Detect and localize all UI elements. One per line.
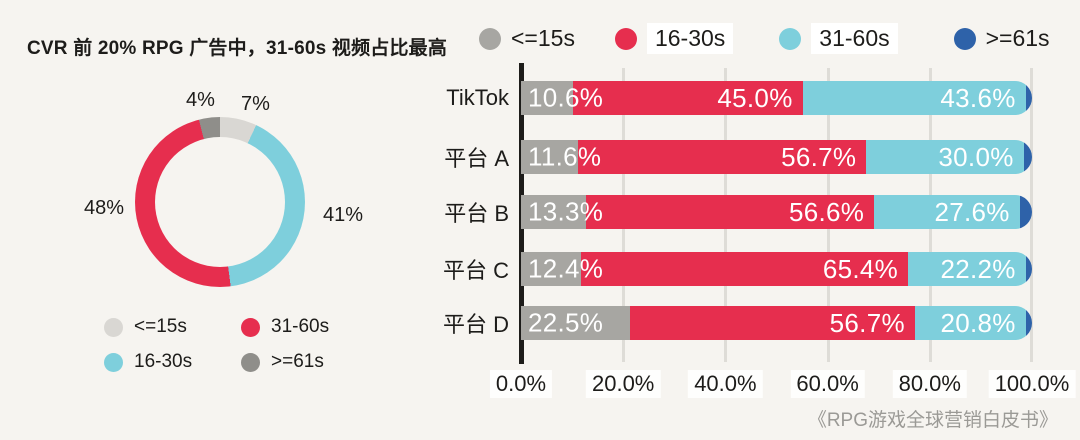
bar-legend: <=15s 16-30s 31-60s >=61s bbox=[479, 23, 1050, 54]
donut-legend-item-s16-30: 16-30s bbox=[104, 351, 241, 373]
row-label: 平台 B bbox=[444, 201, 509, 226]
row-label: 平台 C bbox=[442, 258, 509, 283]
bar-segment-le15: 10.6% bbox=[521, 81, 603, 115]
legend-dot-icon bbox=[953, 27, 976, 50]
bar-legend-item-s16-30: 16-30s bbox=[614, 23, 734, 54]
x-tick-100: 100.0% bbox=[988, 370, 1076, 398]
segment-value-label: 43.6% bbox=[940, 82, 1016, 113]
bar-segment-s16-30: 56.7% bbox=[630, 306, 915, 340]
segment-value-label: 20.8% bbox=[940, 307, 1016, 338]
x-tick-20: 20.0% bbox=[585, 370, 661, 398]
legend-dot-icon bbox=[779, 27, 802, 50]
segment-value-label: 12.4% bbox=[528, 253, 604, 284]
bar-segment-ge61 bbox=[1025, 252, 1032, 286]
legend-dot-icon bbox=[104, 317, 123, 337]
stacked-bar: 11.6% 56.7% 30.0% bbox=[521, 140, 1032, 174]
segment-value-label: 56.7% bbox=[781, 141, 857, 172]
donut-callout-le15: 7% bbox=[241, 93, 270, 115]
bar-row-platform-a: 平台 A 11.6% 56.7% 30.0% bbox=[444, 140, 1032, 174]
bar-segment-le15: 22.5% bbox=[521, 306, 631, 340]
bar-segment-ge61 bbox=[1023, 140, 1032, 174]
bar-legend-label: 16-30s bbox=[646, 23, 734, 54]
donut-legend: <=15s 31-60s 16-30s >=61s bbox=[104, 316, 329, 373]
bar-plot-area: TikTok 10.6% 45.0% 43.6% 平台 A 11.6% 56.7… bbox=[443, 63, 1076, 398]
segment-value-label: 56.6% bbox=[788, 196, 865, 227]
legend-dot-icon bbox=[614, 27, 637, 50]
donut-legend-item-s31-60: 31-60s bbox=[241, 316, 329, 338]
donut-callout-s31-60: 48% bbox=[84, 197, 125, 219]
donut-chart-title: CVR 前 20% RPG 广告中，31-60s 视频占比最高 bbox=[27, 38, 448, 59]
bar-legend-label: >=61s bbox=[985, 25, 1050, 51]
bar-segment-ge61 bbox=[1025, 306, 1032, 340]
bar-segment-ge61 bbox=[1025, 81, 1032, 115]
stacked-bar: 22.5% 56.7% 20.8% bbox=[521, 306, 1032, 340]
bar-segment-s31-60: 30.0% bbox=[866, 140, 1024, 174]
bar-segment-s16-30: 56.6% bbox=[586, 195, 875, 229]
x-tick-40: 40.0% bbox=[688, 370, 763, 398]
bar-segment-s16-30: 65.4% bbox=[581, 252, 909, 286]
row-label: 平台 D bbox=[442, 312, 509, 337]
donut-legend-item-le15: <=15s bbox=[104, 316, 241, 338]
bar-legend-item-ge61: >=61s bbox=[953, 25, 1050, 52]
bar-row-tiktok: TikTok 10.6% 45.0% 43.6% bbox=[446, 81, 1032, 115]
donut-legend-label: 16-30s bbox=[134, 351, 193, 372]
donut-chart bbox=[135, 117, 305, 287]
segment-value-label: 11.6% bbox=[528, 141, 602, 172]
segment-value-label: 27.6% bbox=[934, 196, 1010, 227]
segment-value-label: 13.3% bbox=[528, 196, 604, 227]
source-caption: 《RPG游戏全球营销白皮书》 bbox=[807, 410, 1058, 431]
x-tick-0: 0.0% bbox=[489, 370, 553, 398]
segment-value-label: 22.5% bbox=[528, 307, 604, 338]
donut-legend-item-ge61: >=61s bbox=[241, 351, 329, 373]
x-tick-80: 80.0% bbox=[892, 370, 967, 398]
donut-callout-ge61: 4% bbox=[186, 89, 215, 111]
bar-row-platform-b: 平台 B 13.3% 56.6% 27.6% bbox=[444, 195, 1032, 229]
donut-legend-label: 31-60s bbox=[271, 316, 330, 337]
donut-callout-s16-30: 41% bbox=[323, 204, 364, 226]
x-tick-60: 60.0% bbox=[790, 370, 865, 398]
segment-value-label: 10.6% bbox=[528, 82, 604, 113]
segment-value-label: 45.0% bbox=[717, 82, 793, 113]
bar-segment-ge61 bbox=[1019, 195, 1032, 229]
stacked-bar: 13.3% 56.6% 27.6% bbox=[521, 195, 1032, 229]
legend-dot-icon bbox=[104, 352, 123, 372]
bar-legend-item-s31-60: 31-60s bbox=[779, 23, 898, 54]
row-label: TikTok bbox=[446, 85, 509, 110]
bar-segment-s31-60: 43.6% bbox=[802, 81, 1026, 115]
legend-dot-icon bbox=[479, 27, 501, 50]
stacked-bar: 12.4% 65.4% 22.2% bbox=[521, 252, 1032, 286]
bar-legend-label: <=15s bbox=[511, 25, 575, 51]
bar-legend-item-le15: <=15s bbox=[479, 25, 575, 52]
bar-segment-s31-60: 20.8% bbox=[914, 306, 1026, 340]
stacked-bar: 10.6% 45.0% 43.6% bbox=[521, 81, 1032, 115]
bar-segment-le15: 12.4% bbox=[521, 252, 603, 286]
legend-dot-icon bbox=[241, 352, 260, 372]
bar-segment-s31-60: 22.2% bbox=[908, 252, 1026, 286]
bar-segment-s16-30: 56.7% bbox=[577, 140, 867, 174]
bar-segment-s31-60: 27.6% bbox=[874, 195, 1020, 229]
segment-value-label: 22.2% bbox=[940, 253, 1016, 284]
donut-hole bbox=[155, 137, 285, 267]
bar-row-platform-c: 平台 C 12.4% 65.4% 22.2% bbox=[443, 252, 1032, 286]
donut-legend-label: >=61s bbox=[271, 351, 324, 372]
legend-dot-icon bbox=[241, 317, 260, 337]
segment-value-label: 65.4% bbox=[822, 253, 899, 284]
bar-row-platform-d: 平台 D 22.5% 56.7% 20.8% bbox=[443, 306, 1032, 340]
segment-value-label: 30.0% bbox=[938, 141, 1014, 172]
bar-segment-s16-30: 45.0% bbox=[572, 81, 803, 115]
bar-segment-le15: 11.6% bbox=[521, 140, 601, 174]
bar-segment-le15: 13.3% bbox=[521, 195, 603, 229]
bar-legend-label: 31-60s bbox=[811, 23, 898, 54]
segment-value-label: 56.7% bbox=[829, 307, 905, 338]
donut-legend-label: <=15s bbox=[134, 316, 187, 337]
row-label: 平台 A bbox=[444, 146, 509, 171]
